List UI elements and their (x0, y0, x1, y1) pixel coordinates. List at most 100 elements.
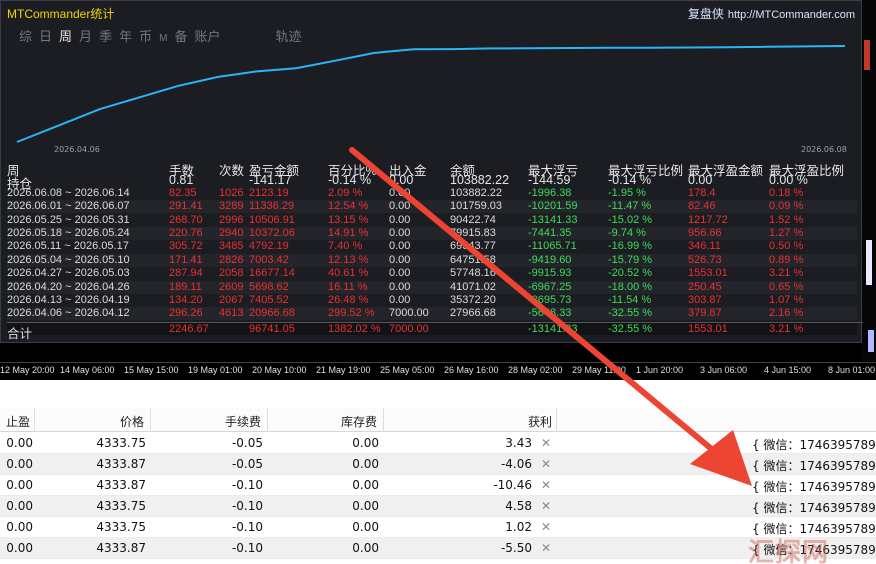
stats-cell: 合计 (7, 326, 33, 341)
stats-cell: 1553.01 (688, 322, 728, 335)
tab-7[interactable]: M (159, 33, 168, 44)
tab-1[interactable]: 日 (39, 29, 53, 44)
stats-cell: 1382.02 % (328, 322, 381, 335)
stats-cell: 12.13 % (328, 253, 369, 266)
stats-cell: 0.00 (389, 226, 411, 239)
trade-price: 4333.87 (96, 478, 146, 492)
stats-cell: 0.81 (169, 173, 194, 188)
trade-row[interactable]: 0.00 4333.75 -0.10 0.00 4.58 { 微信：1746395789-… (0, 496, 876, 517)
header-price[interactable]: 价格 (120, 415, 145, 429)
trade-row[interactable]: 0.00 4333.75 -0.10 0.00 1.02 { 微信：1746395789-… (0, 517, 876, 538)
stats-cell: 956.66 (688, 226, 722, 239)
header-profit[interactable]: 获利 (528, 415, 553, 429)
trade-profit: -10.46 (493, 478, 532, 492)
trade-take-profit: 0.00 (6, 478, 33, 492)
stats-cell: 171.41 (169, 253, 203, 266)
close-icon[interactable]: ✕ (541, 499, 552, 513)
column-divider (34, 408, 35, 432)
stats-cell: -1996.38 (528, 186, 572, 199)
stats-cell: 1.27 % (769, 226, 804, 239)
close-icon[interactable]: ✕ (541, 520, 552, 534)
trade-table: 止盈 价格 手续费 库存费 获利 0.00 4333.75 -0.05 0.00 3.4… (0, 408, 876, 564)
trade-row[interactable]: 0.00 4333.87 -0.10 0.00 -5.50 { 微信：1746395789… (0, 538, 876, 559)
brand-url[interactable]: http://MTCommander.com (727, 9, 855, 21)
stats-table: 周手数 次数 盈亏金额 百分比% 出入金 余额 最大浮亏 最大浮亏比例 最大浮盈金额 最大浮盈比例… (7, 160, 863, 341)
stats-cell: -11.47 % (608, 200, 652, 213)
trade-profit: -5.50 (500, 541, 532, 555)
trade-take-profit: 0.00 (6, 436, 33, 450)
stats-cell: 0.00 (389, 173, 414, 188)
tab-10[interactable]: 轨迹 (275, 29, 302, 44)
time-tick: 4 Jun 15:00 (764, 365, 812, 375)
stats-cell: 291.41 (169, 200, 203, 213)
column-divider (556, 408, 557, 432)
stats-cell: 7405.52 (249, 293, 289, 306)
stats-cell: 379.87 (688, 307, 722, 320)
stats-cell: 2123.19 (249, 186, 289, 199)
stats-cell: 0.09 % (769, 200, 804, 213)
toolbar-gap (0, 380, 876, 408)
header-commission[interactable]: 手续费 (225, 415, 262, 429)
stats-cell: 0.00 (688, 173, 713, 188)
trade-comment: { 微信：1746395789- (752, 543, 876, 557)
stats-row: 2026.04.06 ~ 2026.04.12 296.26 4613 20966.6… (7, 307, 863, 321)
tab-4[interactable]: 季 (99, 29, 113, 44)
stats-cell: 7.40 % (328, 240, 363, 253)
stats-cell: -0.14 % (328, 173, 372, 188)
stats-cell: -32.55 % (608, 322, 653, 335)
stats-cell: 303.87 (688, 293, 722, 306)
stats-cell: 41071.02 (450, 280, 496, 293)
time-axis: 12 May 20:00 14 May 06:00 15 May 15:00 19 M… (0, 362, 876, 380)
close-icon[interactable]: ✕ (541, 478, 552, 492)
equity-start-date: 2026.04.06 (54, 145, 100, 154)
trade-take-profit: 0.00 (6, 457, 33, 471)
stats-cell: 27966.68 (450, 307, 496, 320)
brand-link[interactable]: 复盘侠 http://MTCommander.com (688, 5, 855, 22)
tab-3[interactable]: 月 (79, 29, 93, 44)
stats-cell: 57748.16 (450, 267, 496, 280)
stats-cell: 3289 (219, 200, 244, 213)
stats-cell: 2940 (219, 226, 244, 239)
stats-cell: 250.45 (688, 280, 722, 293)
tab-5[interactable]: 年 (119, 29, 133, 44)
price-chart[interactable]: MTCommander统计 复盘侠 http://MTCommander.com … (0, 0, 876, 362)
trade-swap: 0.00 (352, 478, 379, 492)
close-icon[interactable]: ✕ (541, 436, 552, 450)
stats-cell: -20.52 % (608, 267, 653, 280)
tab-2[interactable]: 周 (59, 29, 73, 44)
trade-table-header: 止盈 价格 手续费 库存费 获利 (0, 408, 876, 432)
trade-profit: 3.43 (505, 436, 532, 450)
tab-6[interactable]: 币 (139, 29, 153, 44)
time-tick: 8 Jun 01:00 (828, 365, 876, 375)
stats-cell: 96741.05 (249, 322, 295, 335)
stats-cell: 4792.19 (249, 240, 289, 253)
stats-row: 2026.04.27 ~ 2026.05.03 287.94 2058 16677.1… (7, 267, 863, 280)
header-swap[interactable]: 库存费 (341, 415, 378, 429)
stats-cell: 3.21 % (769, 267, 804, 280)
tab-0[interactable]: 综 (19, 29, 33, 44)
watermark-logo: 汇探网 (748, 538, 830, 564)
stats-cell: 1553.01 (688, 267, 728, 280)
tab-8[interactable]: 备 (174, 29, 188, 44)
close-icon[interactable]: ✕ (541, 541, 552, 555)
stats-cell: 189.11 (169, 280, 202, 293)
trade-comment: { 微信：1746395789- (752, 501, 876, 515)
stats-cell: 103882.22 (450, 173, 510, 188)
trade-row[interactable]: 0.00 4333.87 -0.10 0.00 -10.46 { 微信：174639578… (0, 475, 876, 496)
trade-price: 4333.75 (96, 499, 146, 513)
stats-cell: -15.79 % (608, 253, 653, 266)
header-take-profit[interactable]: 止盈 (6, 415, 31, 429)
stats-cell: 2996 (219, 213, 244, 226)
stats-row: 2026.04.13 ~ 2026.04.19 134.20 2067 7405.52… (7, 294, 863, 307)
stats-cell: 79915.83 (450, 226, 496, 239)
tab-9[interactable]: 账户 (194, 29, 221, 44)
trade-row[interactable]: 0.00 4333.75 -0.05 0.00 3.43 { 微信：1746395789-… (0, 433, 876, 454)
stats-cell: 299.52 % (328, 307, 375, 320)
stats-cell: 手数 (169, 164, 195, 178)
stats-cell: 20966.68 (249, 307, 295, 320)
chart-right-strip (862, 0, 876, 362)
trade-row[interactable]: 0.00 4333.87 -0.05 0.00 -4.06 { 微信：1746395789… (0, 454, 876, 475)
stats-cell: 2026.05.11 ~ 2026.05.17 (7, 240, 129, 253)
stats-cell: -9915.93 (528, 267, 572, 280)
close-icon[interactable]: ✕ (541, 457, 552, 471)
